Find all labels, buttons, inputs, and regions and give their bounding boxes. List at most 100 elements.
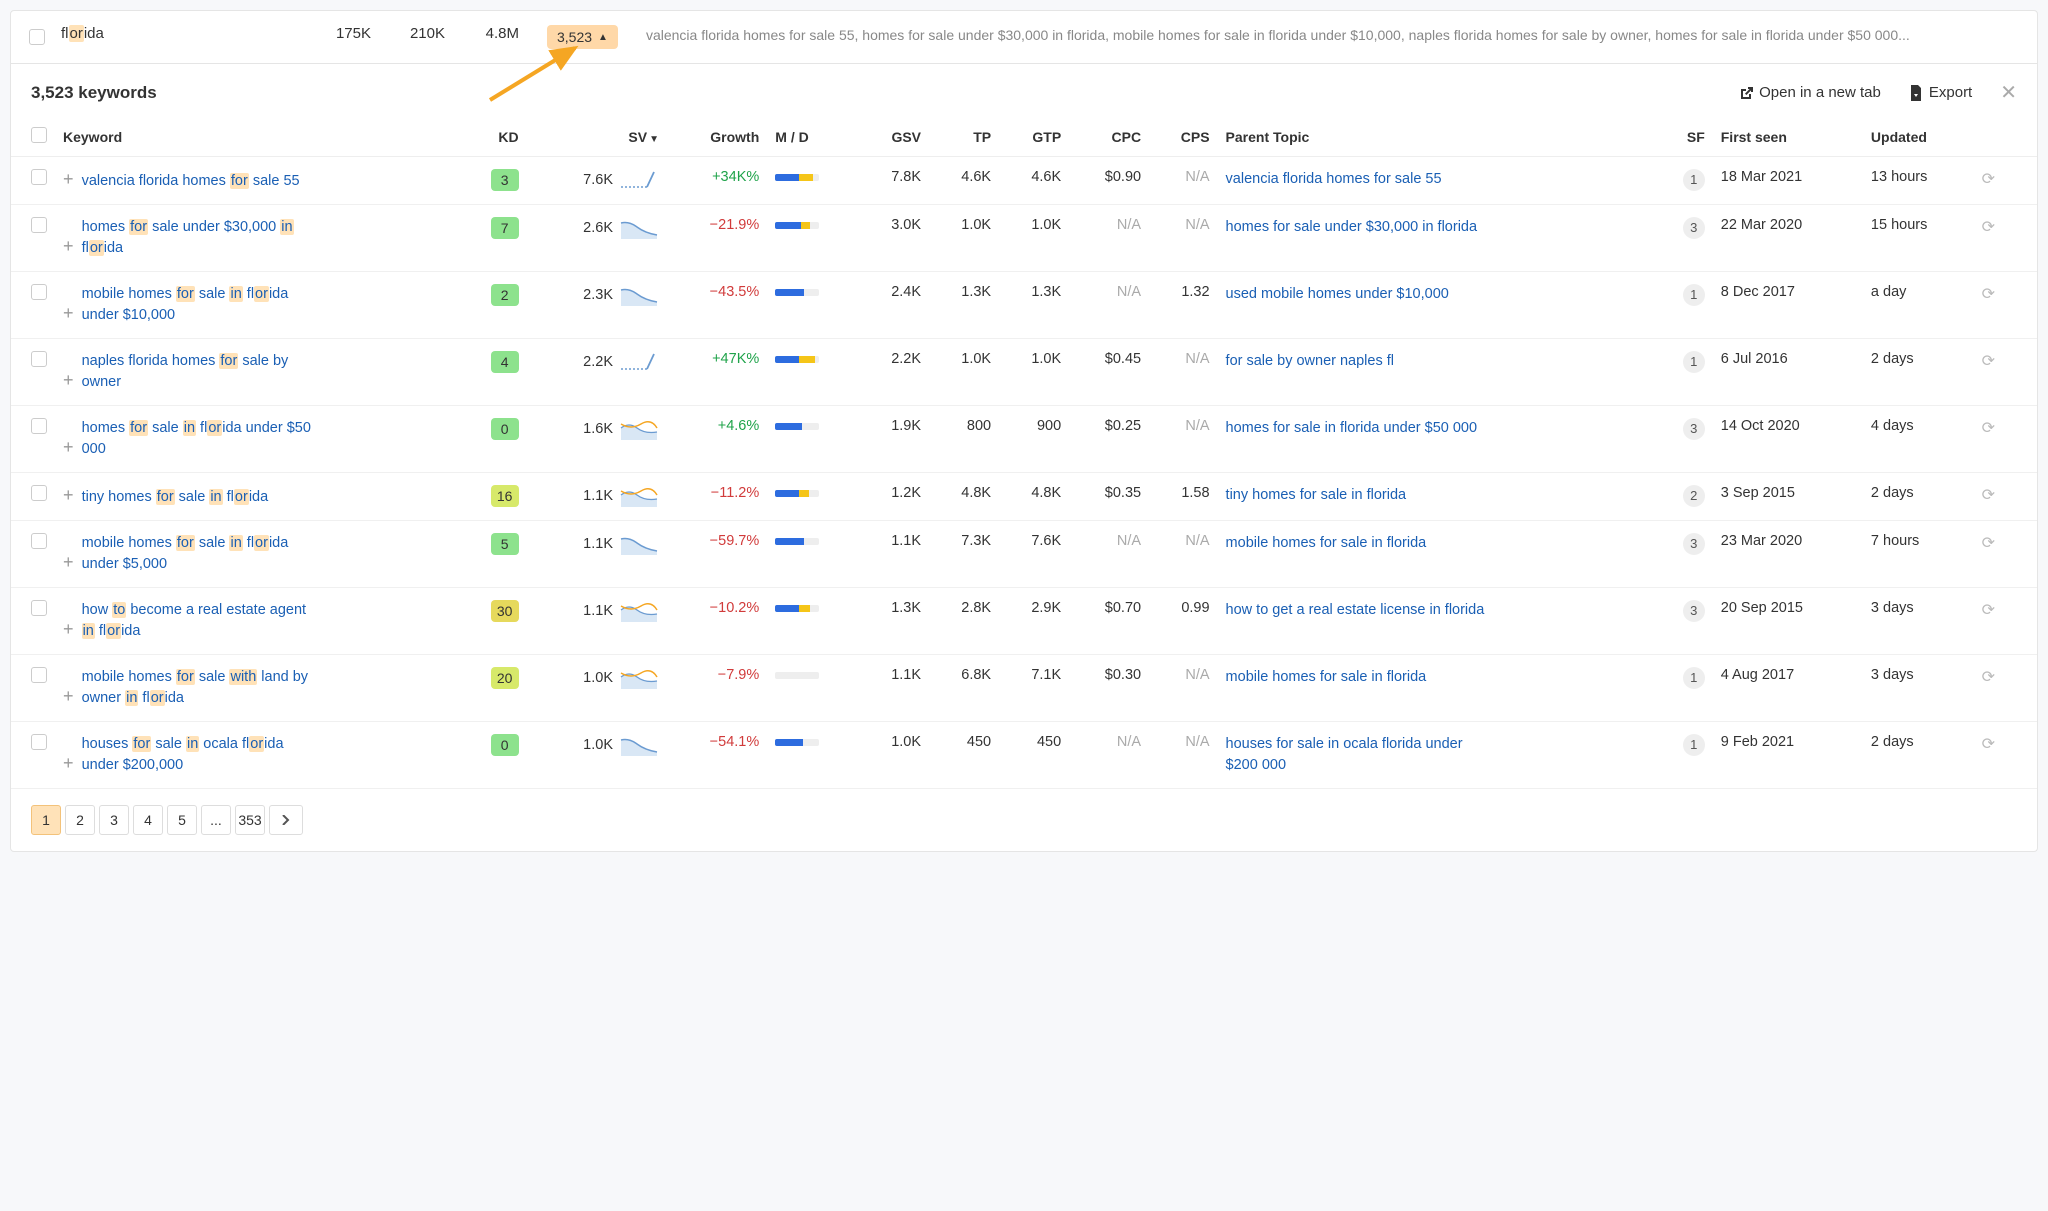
col-sv[interactable]: SV▼ xyxy=(527,117,667,157)
kd-badge: 4 xyxy=(491,351,519,373)
parent-topic-link[interactable]: homes for sale under $30,000 in florida xyxy=(1226,217,1478,238)
refresh-icon[interactable]: ⟳ xyxy=(1982,286,1995,303)
refresh-icon[interactable]: ⟳ xyxy=(1982,487,1995,504)
expand-icon[interactable]: + xyxy=(63,169,74,189)
refresh-icon[interactable]: ⟳ xyxy=(1982,219,1995,236)
page-button[interactable]: 3 xyxy=(99,805,129,835)
refresh-icon[interactable]: ⟳ xyxy=(1982,420,1995,437)
row-checkbox[interactable] xyxy=(31,284,47,300)
keyword-link[interactable]: mobile homes for sale in florida under $… xyxy=(82,284,312,326)
keyword-link[interactable]: mobile homes for sale with land by owner… xyxy=(82,667,312,709)
keyword-link[interactable]: homes for sale under $30,000 in florida xyxy=(82,217,312,259)
parent-topic-link[interactable]: houses for sale in ocala florida under $… xyxy=(1226,734,1496,776)
select-all-checkbox[interactable] xyxy=(31,127,47,143)
parent-keyword[interactable]: florida xyxy=(61,25,321,42)
expand-icon[interactable]: + xyxy=(63,437,74,457)
keyword-link[interactable]: houses for sale in ocala florida under $… xyxy=(82,734,312,776)
sf-badge[interactable]: 3 xyxy=(1683,533,1705,555)
refresh-icon[interactable]: ⟳ xyxy=(1982,669,1995,686)
parent-keyword-row: florida 175K210K4.8M 3,523 ▲ valencia fl… xyxy=(10,10,2038,64)
sf-badge[interactable]: 1 xyxy=(1683,351,1705,373)
keyword-link[interactable]: homes for sale in florida under $50 000 xyxy=(82,418,312,460)
parent-topic-link[interactable]: used mobile homes under $10,000 xyxy=(1226,284,1449,305)
row-checkbox[interactable] xyxy=(31,600,47,616)
expand-icon[interactable]: + xyxy=(63,303,74,323)
parent-topic-link[interactable]: valencia florida homes for sale 55 xyxy=(1226,169,1442,190)
next-page-button[interactable] xyxy=(269,805,303,835)
expand-icon[interactable]: + xyxy=(63,686,74,706)
parent-topic-link[interactable]: mobile homes for sale in florida xyxy=(1226,533,1427,554)
col-keyword[interactable]: Keyword xyxy=(55,117,459,157)
col-kd[interactable]: KD xyxy=(459,117,526,157)
parent-topic-link[interactable]: how to get a real estate license in flor… xyxy=(1226,600,1485,621)
expand-icon[interactable]: + xyxy=(63,370,74,390)
col-parent[interactable]: Parent Topic xyxy=(1218,117,1655,157)
keyword-link[interactable]: mobile homes for sale in florida under $… xyxy=(82,533,312,575)
page-button[interactable]: 2 xyxy=(65,805,95,835)
row-checkbox[interactable] xyxy=(31,533,47,549)
expand-icon[interactable]: + xyxy=(63,552,74,572)
expand-icon[interactable]: + xyxy=(63,236,74,256)
refresh-icon[interactable]: ⟳ xyxy=(1982,171,1995,188)
parent-topic-link[interactable]: tiny homes for sale in florida xyxy=(1226,485,1407,506)
page-button[interactable]: 5 xyxy=(167,805,197,835)
row-checkbox[interactable] xyxy=(31,734,47,750)
close-icon[interactable]: ✕ xyxy=(2000,80,2017,105)
sf-badge[interactable]: 3 xyxy=(1683,418,1705,440)
row-checkbox[interactable] xyxy=(29,29,45,45)
col-gsv[interactable]: GSV xyxy=(859,117,929,157)
expand-icon[interactable]: + xyxy=(63,753,74,773)
expand-icon[interactable]: + xyxy=(63,485,74,505)
expand-icon[interactable]: + xyxy=(63,619,74,639)
row-checkbox[interactable] xyxy=(31,667,47,683)
keyword-link[interactable]: tiny homes for sale in florida xyxy=(82,487,269,508)
col-growth[interactable]: Growth xyxy=(667,117,767,157)
col-cps[interactable]: CPS xyxy=(1149,117,1217,157)
col-cpc[interactable]: CPC xyxy=(1069,117,1149,157)
sv-value: 1.0K xyxy=(583,737,613,753)
col-tp[interactable]: TP xyxy=(929,117,999,157)
refresh-icon[interactable]: ⟳ xyxy=(1982,535,1995,552)
gsv-value: 3.0K xyxy=(859,205,929,272)
sf-badge[interactable]: 1 xyxy=(1683,667,1705,689)
sf-badge[interactable]: 1 xyxy=(1683,734,1705,756)
col-sf[interactable]: SF xyxy=(1655,117,1713,157)
col-gtp[interactable]: GTP xyxy=(999,117,1069,157)
cpc-value: N/A xyxy=(1069,521,1149,588)
row-checkbox[interactable] xyxy=(31,217,47,233)
row-checkbox[interactable] xyxy=(31,485,47,501)
parent-topic-link[interactable]: mobile homes for sale in florida xyxy=(1226,667,1427,688)
export-button[interactable]: Export xyxy=(1909,84,1972,101)
sf-badge[interactable]: 3 xyxy=(1683,600,1705,622)
page-button[interactable]: 353 xyxy=(235,805,265,835)
row-checkbox[interactable] xyxy=(31,418,47,434)
refresh-icon[interactable]: ⟳ xyxy=(1982,736,1995,753)
keyword-link[interactable]: valencia florida homes for sale 55 xyxy=(82,171,300,192)
page-button[interactable]: 1 xyxy=(31,805,61,835)
table-row: + mobile homes for sale in florida under… xyxy=(11,521,2037,588)
col-first-seen[interactable]: First seen xyxy=(1713,117,1863,157)
col-md[interactable]: M / D xyxy=(767,117,859,157)
sf-badge[interactable]: 2 xyxy=(1683,485,1705,507)
sf-badge[interactable]: 1 xyxy=(1683,284,1705,306)
refresh-icon[interactable]: ⟳ xyxy=(1982,602,1995,619)
row-checkbox[interactable] xyxy=(31,351,47,367)
tp-value: 6.8K xyxy=(929,655,999,722)
row-checkbox[interactable] xyxy=(31,169,47,185)
open-new-tab-button[interactable]: Open in a new tab xyxy=(1737,84,1881,101)
sf-badge[interactable]: 3 xyxy=(1683,217,1705,239)
sv-value: 2.6K xyxy=(583,220,613,236)
keyword-count-pill[interactable]: 3,523 ▲ xyxy=(547,25,618,49)
parent-topic-link[interactable]: homes for sale in florida under $50 000 xyxy=(1226,418,1478,439)
col-updated[interactable]: Updated xyxy=(1863,117,1974,157)
cps-value: N/A xyxy=(1149,157,1217,205)
parent-metric-value: 4.8M xyxy=(469,25,519,42)
page-button[interactable]: 4 xyxy=(133,805,163,835)
page-button[interactable]: ... xyxy=(201,805,231,835)
refresh-icon[interactable]: ⟳ xyxy=(1982,353,1995,370)
sf-badge[interactable]: 1 xyxy=(1683,169,1705,191)
parent-topic-link[interactable]: for sale by owner naples fl xyxy=(1226,351,1394,372)
first-seen-value: 22 Mar 2020 xyxy=(1713,205,1863,272)
keyword-link[interactable]: how to become a real estate agent in flo… xyxy=(82,600,312,642)
keyword-link[interactable]: naples florida homes for sale by owner xyxy=(82,351,312,393)
